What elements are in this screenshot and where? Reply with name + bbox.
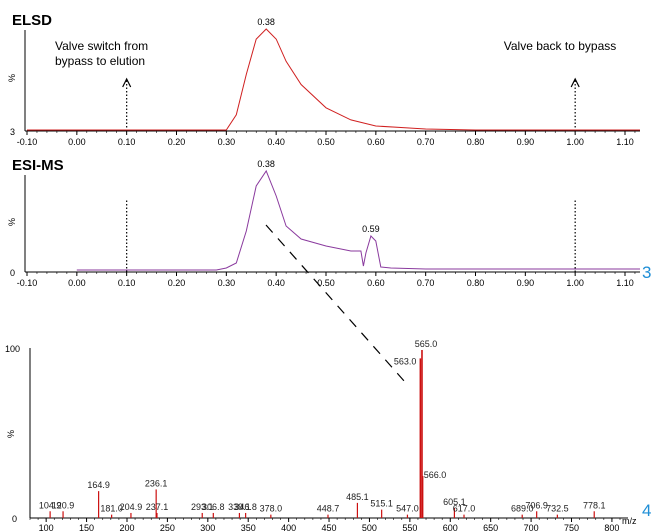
ms-tick-label-7: 450 (322, 523, 337, 531)
esims-panel: ESI-MS % 0 -0.10 0.00 0.10 0.20 0.30 0.40 0.50… (7, 157, 640, 288)
marker-0-text-1: bypass to elution (55, 54, 145, 68)
ms-peak-label-0: 104.9 (39, 500, 62, 510)
ms-peak-label-11: 378.0 (260, 504, 283, 514)
esims-tick-label-0: -0.10 (17, 278, 38, 288)
esims-tick-label-1: 0.00 (68, 278, 86, 288)
elsd-marker-arrow-0 (122, 77, 132, 88)
elsd-ylabel: % (7, 74, 17, 82)
side-label-4: 4 (642, 501, 651, 520)
elsd-tick-label-5: 0.40 (267, 137, 285, 147)
elsd-tick-label-12: 1.10 (616, 137, 634, 147)
ms-tick-label-3: 250 (160, 523, 175, 531)
ms-peak-label-14: 515.1 (370, 499, 393, 509)
ms-peak-label-17: 565.0 (415, 339, 438, 349)
ms-peak-label-4: 204.9 (120, 502, 143, 512)
esims-tick-label-9: 0.80 (467, 278, 485, 288)
ms-peak-label-19: 605.1 (443, 497, 466, 507)
ms-peak-label-12: 448.7 (317, 504, 340, 514)
marker-0-text-0: Valve switch from (55, 39, 148, 53)
esims-ytick: 0 (10, 268, 15, 278)
esims-tick-label-5: 0.40 (267, 278, 285, 288)
esims-peak-label-1: 0.59 (362, 224, 380, 234)
elsd-tick-label-4: 0.30 (218, 137, 236, 147)
ms-panel: 100 0 % 100 150 200 250 300 350 400 450 500 550 60… (5, 339, 637, 531)
ms-xlabel: m/z (622, 516, 637, 526)
ms-tick-label-5: 350 (241, 523, 256, 531)
esims-trace (76, 169, 640, 271)
ms-peak-label-24: 778.1 (583, 500, 606, 510)
ms-peak-label-15: 547.0 (396, 504, 419, 514)
ms-peak-label-1: 120.9 (52, 500, 75, 510)
esims-tick-label-8: 0.70 (417, 278, 435, 288)
esims-tick-label-4: 0.30 (218, 278, 236, 288)
ms-peak-label-23: 732.5 (546, 504, 569, 514)
elsd-ytick: 3 (10, 127, 15, 137)
esims-title: ESI-MS (12, 157, 64, 174)
esims-tick-label-12: 1.10 (616, 278, 634, 288)
dashed-connector (265, 224, 406, 383)
ms-peak-label-2: 164.9 (87, 480, 110, 490)
esims-tick-label-3: 0.20 (168, 278, 186, 288)
elsd-tick-label-11: 1.00 (566, 137, 584, 147)
elsd-tick-label-9: 0.80 (467, 137, 485, 147)
ms-tick-label-8: 500 (362, 523, 377, 531)
ms-tick-label-9: 550 (402, 523, 417, 531)
elsd-tick-label-10: 0.90 (517, 137, 535, 147)
side-label-3: 3 (642, 263, 651, 282)
ms-tick-label-1: 150 (79, 523, 94, 531)
ms-tick-label-0: 100 (39, 523, 54, 531)
elsd-tick-label-6: 0.50 (317, 137, 335, 147)
esims-ylabel: % (7, 218, 17, 226)
ms-tick-label-6: 400 (281, 523, 296, 531)
ms-peak-label-22: 706.9 (525, 500, 548, 510)
ms-tick-label-14: 800 (604, 523, 619, 531)
esims-tick-label-10: 0.90 (517, 278, 535, 288)
ms-peak-label-10: 346.8 (234, 502, 257, 512)
ms-ytick-top: 100 (5, 344, 20, 354)
elsd-tick-label-1: 0.00 (68, 137, 86, 147)
ms-peak-label-16: 563.0 (394, 356, 417, 366)
elsd-trace (27, 28, 640, 131)
esims-tick-label-7: 0.60 (367, 278, 385, 288)
elsd-tick-label-8: 0.70 (417, 137, 435, 147)
ms-peak-label-8: 306.8 (202, 502, 225, 512)
ms-ylabel: % (6, 430, 16, 438)
ms-peak-label-5: 236.1 (145, 478, 168, 488)
marker-1-text-0: Valve back to bypass (504, 39, 617, 53)
ms-tick-label-4: 300 (200, 523, 215, 531)
ms-tick-label-2: 200 (119, 523, 134, 531)
ms-tick-label-13: 750 (564, 523, 579, 531)
elsd-marker-arrow-1 (570, 77, 580, 88)
ms-tick-label-12: 700 (524, 523, 539, 531)
elsd-tick-label-7: 0.60 (367, 137, 385, 147)
elsd-tick-label-0: -0.10 (17, 137, 38, 147)
esims-tick-label-11: 1.00 (566, 278, 584, 288)
ms-peak-label-13: 485.1 (346, 492, 369, 502)
elsd-tick-label-2: 0.10 (118, 137, 136, 147)
esims-tick-label-2: 0.10 (118, 278, 136, 288)
ms-peak-label-3: 181.0 (100, 504, 123, 514)
esims-tick-label-6: 0.50 (317, 278, 335, 288)
elsd-tick-label-3: 0.20 (168, 137, 186, 147)
ms-peak-label-18: 566.0 (424, 470, 447, 480)
elsd-title: ELSD (12, 12, 52, 29)
ms-ytick-bottom: 0 (12, 514, 17, 524)
ms-tick-label-11: 650 (483, 523, 498, 531)
ms-peak-label-7: 293.1 (191, 502, 214, 512)
ms-peak-label-21: 689.0 (511, 504, 534, 514)
elsd-peak-label-0: 0.38 (257, 17, 275, 27)
ms-tick-label-10: 600 (443, 523, 458, 531)
ms-peak-label-20: 617.0 (453, 504, 476, 514)
ms-peak-label-6: 237.1 (146, 502, 169, 512)
esims-peak-label-0: 0.38 (257, 159, 275, 169)
ms-peak-label-9: 339.1 (228, 502, 251, 512)
elsd-panel: ELSD % 3 -0.10 0.00 0.10 0.20 0.30 0.40 0.50 0.… (7, 12, 640, 147)
